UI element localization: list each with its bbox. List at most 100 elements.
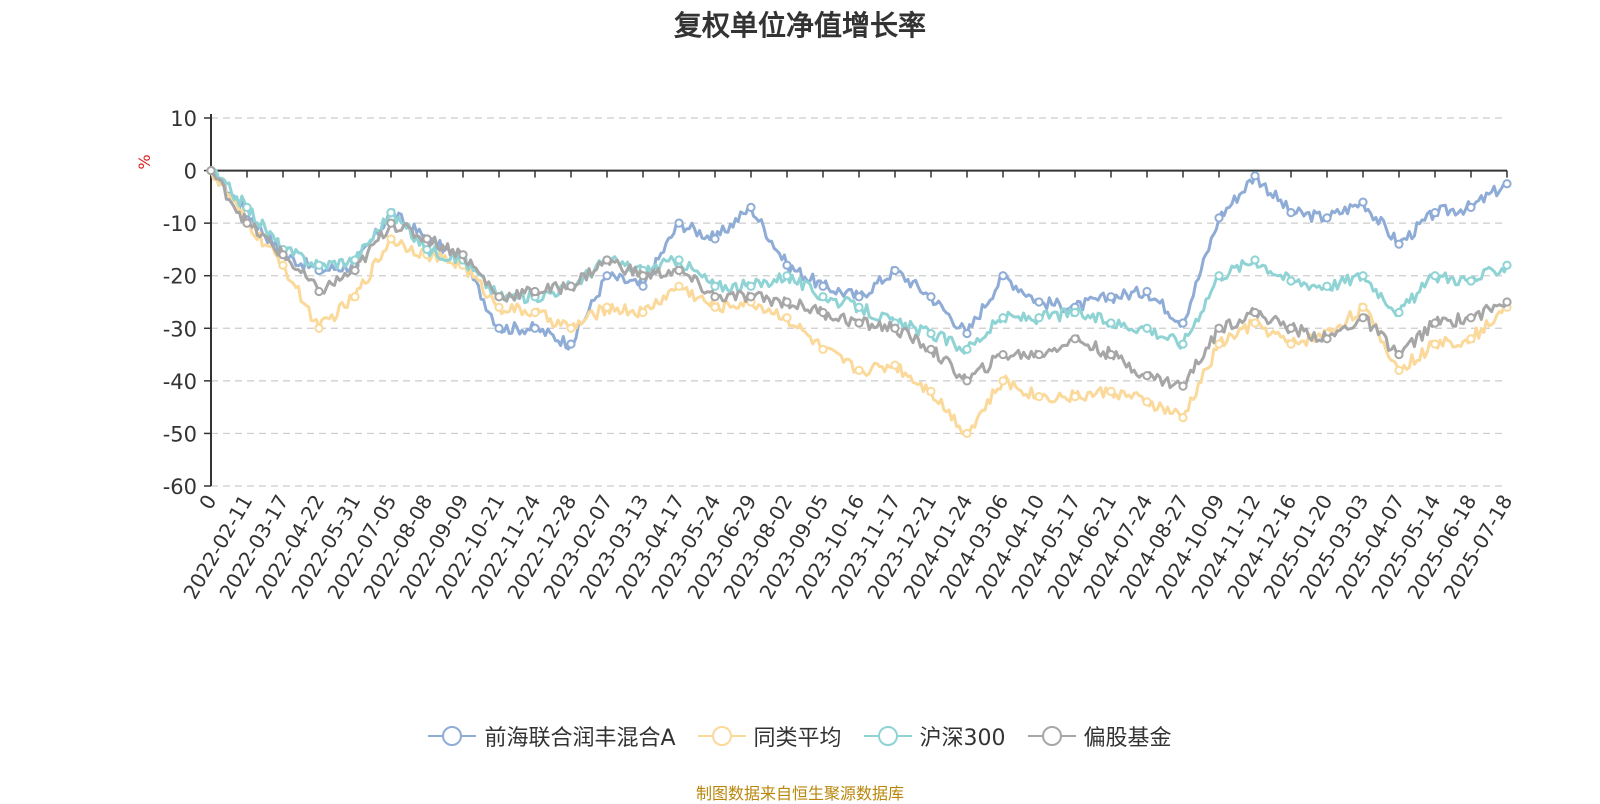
y-tick-label: -10 <box>163 212 197 236</box>
data-point <box>1430 208 1440 218</box>
data-point <box>818 292 828 302</box>
data-point <box>1142 323 1152 333</box>
data-point <box>674 281 684 291</box>
data-point <box>710 292 720 302</box>
legend-swatch-icon <box>428 726 477 746</box>
data-point <box>926 292 936 302</box>
data-point <box>638 307 648 318</box>
data-point <box>998 349 1008 360</box>
data-point <box>1034 392 1044 402</box>
data-point <box>998 313 1008 323</box>
legend-item[interactable]: 偏股基金 <box>1027 720 1172 752</box>
data-point <box>1142 371 1152 381</box>
data-point <box>1070 392 1080 402</box>
data-point <box>494 292 504 302</box>
data-point <box>1034 297 1044 307</box>
x-tick-label: 0 <box>194 491 221 514</box>
data-point <box>1286 323 1296 333</box>
data-point <box>386 208 396 218</box>
y-tick-label: -50 <box>163 422 197 446</box>
line-chart: 100-10-20-30-40-50-6002022-02-112022-03-… <box>135 107 1517 603</box>
series-line <box>209 170 1509 435</box>
data-point <box>242 202 252 212</box>
data-point <box>1466 202 1476 212</box>
data-point <box>926 328 936 339</box>
data-point <box>566 281 576 291</box>
data-point <box>1322 213 1332 223</box>
legend-swatch-icon <box>1027 726 1076 746</box>
data-point <box>530 323 540 333</box>
y-tick-label: -40 <box>163 370 197 394</box>
data-point <box>1358 302 1368 312</box>
data-point <box>566 323 576 333</box>
data-point <box>278 250 288 260</box>
y-tick-label: 0 <box>184 160 197 184</box>
data-point <box>1322 334 1332 344</box>
data-point <box>1214 213 1224 223</box>
y-tick-label: -30 <box>163 317 197 341</box>
data-point <box>1286 339 1296 349</box>
data-point <box>1358 313 1368 323</box>
data-point <box>638 271 648 281</box>
legend-item[interactable]: 沪深300 <box>863 720 1006 752</box>
data-point <box>818 344 828 354</box>
data-point <box>782 297 792 307</box>
data-point <box>1322 281 1332 291</box>
legend-item[interactable]: 同类平均 <box>697 720 842 752</box>
data-point <box>1430 339 1440 349</box>
data-point <box>314 260 324 270</box>
data-point <box>1106 318 1116 328</box>
data-point <box>1250 307 1260 318</box>
data-point <box>926 344 936 354</box>
data-point <box>386 218 396 228</box>
data-point <box>602 255 612 265</box>
data-point <box>1106 386 1116 396</box>
data-point <box>494 323 504 333</box>
legend-swatch-icon <box>863 726 912 746</box>
data-point <box>1430 271 1440 281</box>
data-point <box>242 218 252 228</box>
data-point <box>1394 239 1404 249</box>
data-point <box>1286 208 1296 218</box>
data-point <box>458 250 468 260</box>
data-point <box>1070 307 1080 318</box>
data-point <box>674 255 684 265</box>
data-point <box>782 271 792 281</box>
data-point <box>926 386 936 396</box>
data-point <box>782 260 792 270</box>
data-point <box>1142 286 1152 297</box>
data-point <box>1358 197 1368 207</box>
data-point <box>674 218 684 228</box>
data-point <box>602 302 612 312</box>
data-point <box>998 376 1008 386</box>
data-point <box>710 281 720 291</box>
data-point <box>1466 276 1476 286</box>
data-point <box>1250 255 1260 265</box>
data-point <box>854 365 864 375</box>
data-point <box>638 281 648 291</box>
legend-label: 前海联合润丰混合A <box>484 726 676 751</box>
data-point <box>710 302 720 312</box>
data-point <box>1394 349 1404 360</box>
legend-label: 沪深300 <box>919 726 1006 751</box>
data-point <box>206 165 216 176</box>
data-point <box>1070 334 1080 344</box>
data-point <box>1466 334 1476 344</box>
data-point <box>710 234 720 244</box>
data-point <box>1178 381 1188 391</box>
data-point <box>314 323 324 333</box>
data-point <box>422 234 432 244</box>
legend-item[interactable]: 前海联合润丰混合A <box>428 720 676 752</box>
data-point <box>890 360 900 370</box>
y-tick-label: -60 <box>163 475 197 499</box>
data-point <box>1178 339 1188 349</box>
data-point <box>278 260 288 270</box>
data-point <box>386 234 396 244</box>
data-point <box>1178 413 1188 423</box>
data-point <box>1250 171 1260 181</box>
data-point <box>746 281 756 291</box>
data-point <box>422 244 432 255</box>
data-point <box>1358 271 1368 281</box>
data-point <box>350 265 360 276</box>
data-point <box>674 265 684 276</box>
